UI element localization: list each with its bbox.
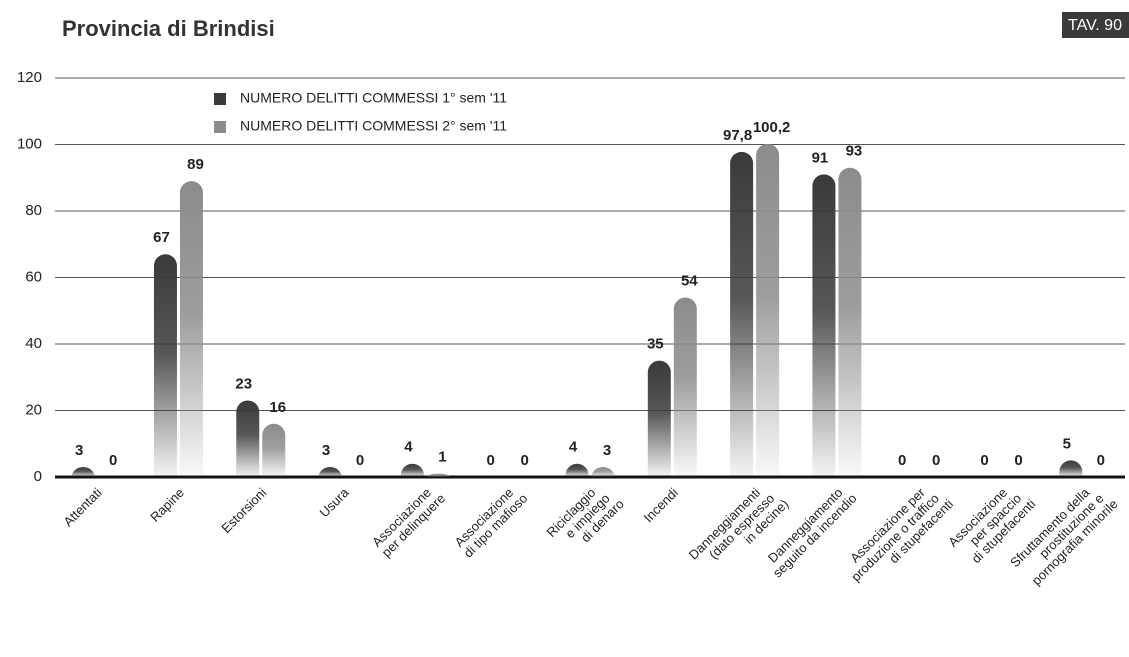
value-label: 100,2 xyxy=(753,119,791,136)
value-label: 4 xyxy=(404,439,413,456)
x-tick-label-group: Estorsioni xyxy=(218,485,269,536)
value-label: 93 xyxy=(846,143,863,160)
bar xyxy=(673,297,697,477)
badge-box xyxy=(1062,12,1129,38)
x-tick-label: Estorsioni xyxy=(218,485,269,536)
value-label: 0 xyxy=(1097,452,1105,469)
bar xyxy=(400,463,424,477)
legend-label: NUMERO DELITTI COMMESSI 2° sem '11 xyxy=(240,118,507,134)
bar xyxy=(262,423,286,477)
value-label: 16 xyxy=(269,399,286,416)
bar xyxy=(756,143,780,477)
bar xyxy=(71,467,95,477)
x-tick-label: Rapine xyxy=(147,485,187,525)
y-tick-label: 20 xyxy=(25,401,42,418)
value-label: 0 xyxy=(109,452,117,469)
legend-label: NUMERO DELITTI COMMESSI 1° sem '11 xyxy=(240,90,507,106)
bar xyxy=(318,467,342,477)
bar xyxy=(647,360,671,477)
value-label: 23 xyxy=(235,375,252,392)
x-tick-label: Attentati xyxy=(60,485,104,529)
bar xyxy=(153,254,177,477)
value-label: 35 xyxy=(647,336,664,353)
x-tick-label-group: Attentati xyxy=(60,485,104,529)
value-label: 0 xyxy=(1014,452,1022,469)
value-label: 67 xyxy=(153,229,170,246)
bar xyxy=(812,174,836,477)
chart-title: Provincia di Brindisi xyxy=(62,16,275,41)
value-label: 97,8 xyxy=(723,127,752,144)
value-label: 0 xyxy=(980,452,988,469)
x-tick-label: produzione o traffico xyxy=(848,491,942,585)
bar xyxy=(426,473,450,477)
bar xyxy=(565,463,589,477)
value-label: 0 xyxy=(521,452,529,469)
bar xyxy=(730,151,754,477)
value-label: 0 xyxy=(898,452,906,469)
y-tick-label: 120 xyxy=(17,69,42,86)
value-label: 0 xyxy=(356,452,364,469)
value-label: 54 xyxy=(681,272,698,289)
x-tick-label-group: Incendi xyxy=(641,485,681,525)
value-label: 3 xyxy=(603,442,611,459)
bar xyxy=(179,181,203,477)
badge: TAV. 90 xyxy=(1068,17,1122,34)
bar xyxy=(838,167,862,477)
x-tick-label-group: Rapine xyxy=(147,485,187,525)
x-tick-label: Incendi xyxy=(641,485,681,525)
y-tick-label: 100 xyxy=(17,135,42,152)
value-label: 3 xyxy=(75,442,83,459)
value-label: 0 xyxy=(932,452,940,469)
value-label: 89 xyxy=(187,156,204,173)
y-tick-label: 60 xyxy=(25,268,42,285)
value-label: 4 xyxy=(569,439,578,456)
value-label: 1 xyxy=(438,449,446,466)
value-label: 91 xyxy=(812,149,829,166)
y-tick-label: 40 xyxy=(25,335,42,352)
x-tick-label: Usura xyxy=(316,484,352,520)
value-label: 0 xyxy=(487,452,495,469)
bar xyxy=(236,400,260,477)
legend-swatch xyxy=(214,121,226,133)
bar xyxy=(1059,460,1083,477)
legend-swatch xyxy=(214,93,226,105)
y-tick-label: 80 xyxy=(25,202,42,219)
bar xyxy=(591,467,615,477)
y-tick-label: 0 xyxy=(34,468,42,485)
x-tick-label-group: Usura xyxy=(316,484,352,520)
value-label: 5 xyxy=(1063,435,1071,452)
value-label: 3 xyxy=(322,442,330,459)
